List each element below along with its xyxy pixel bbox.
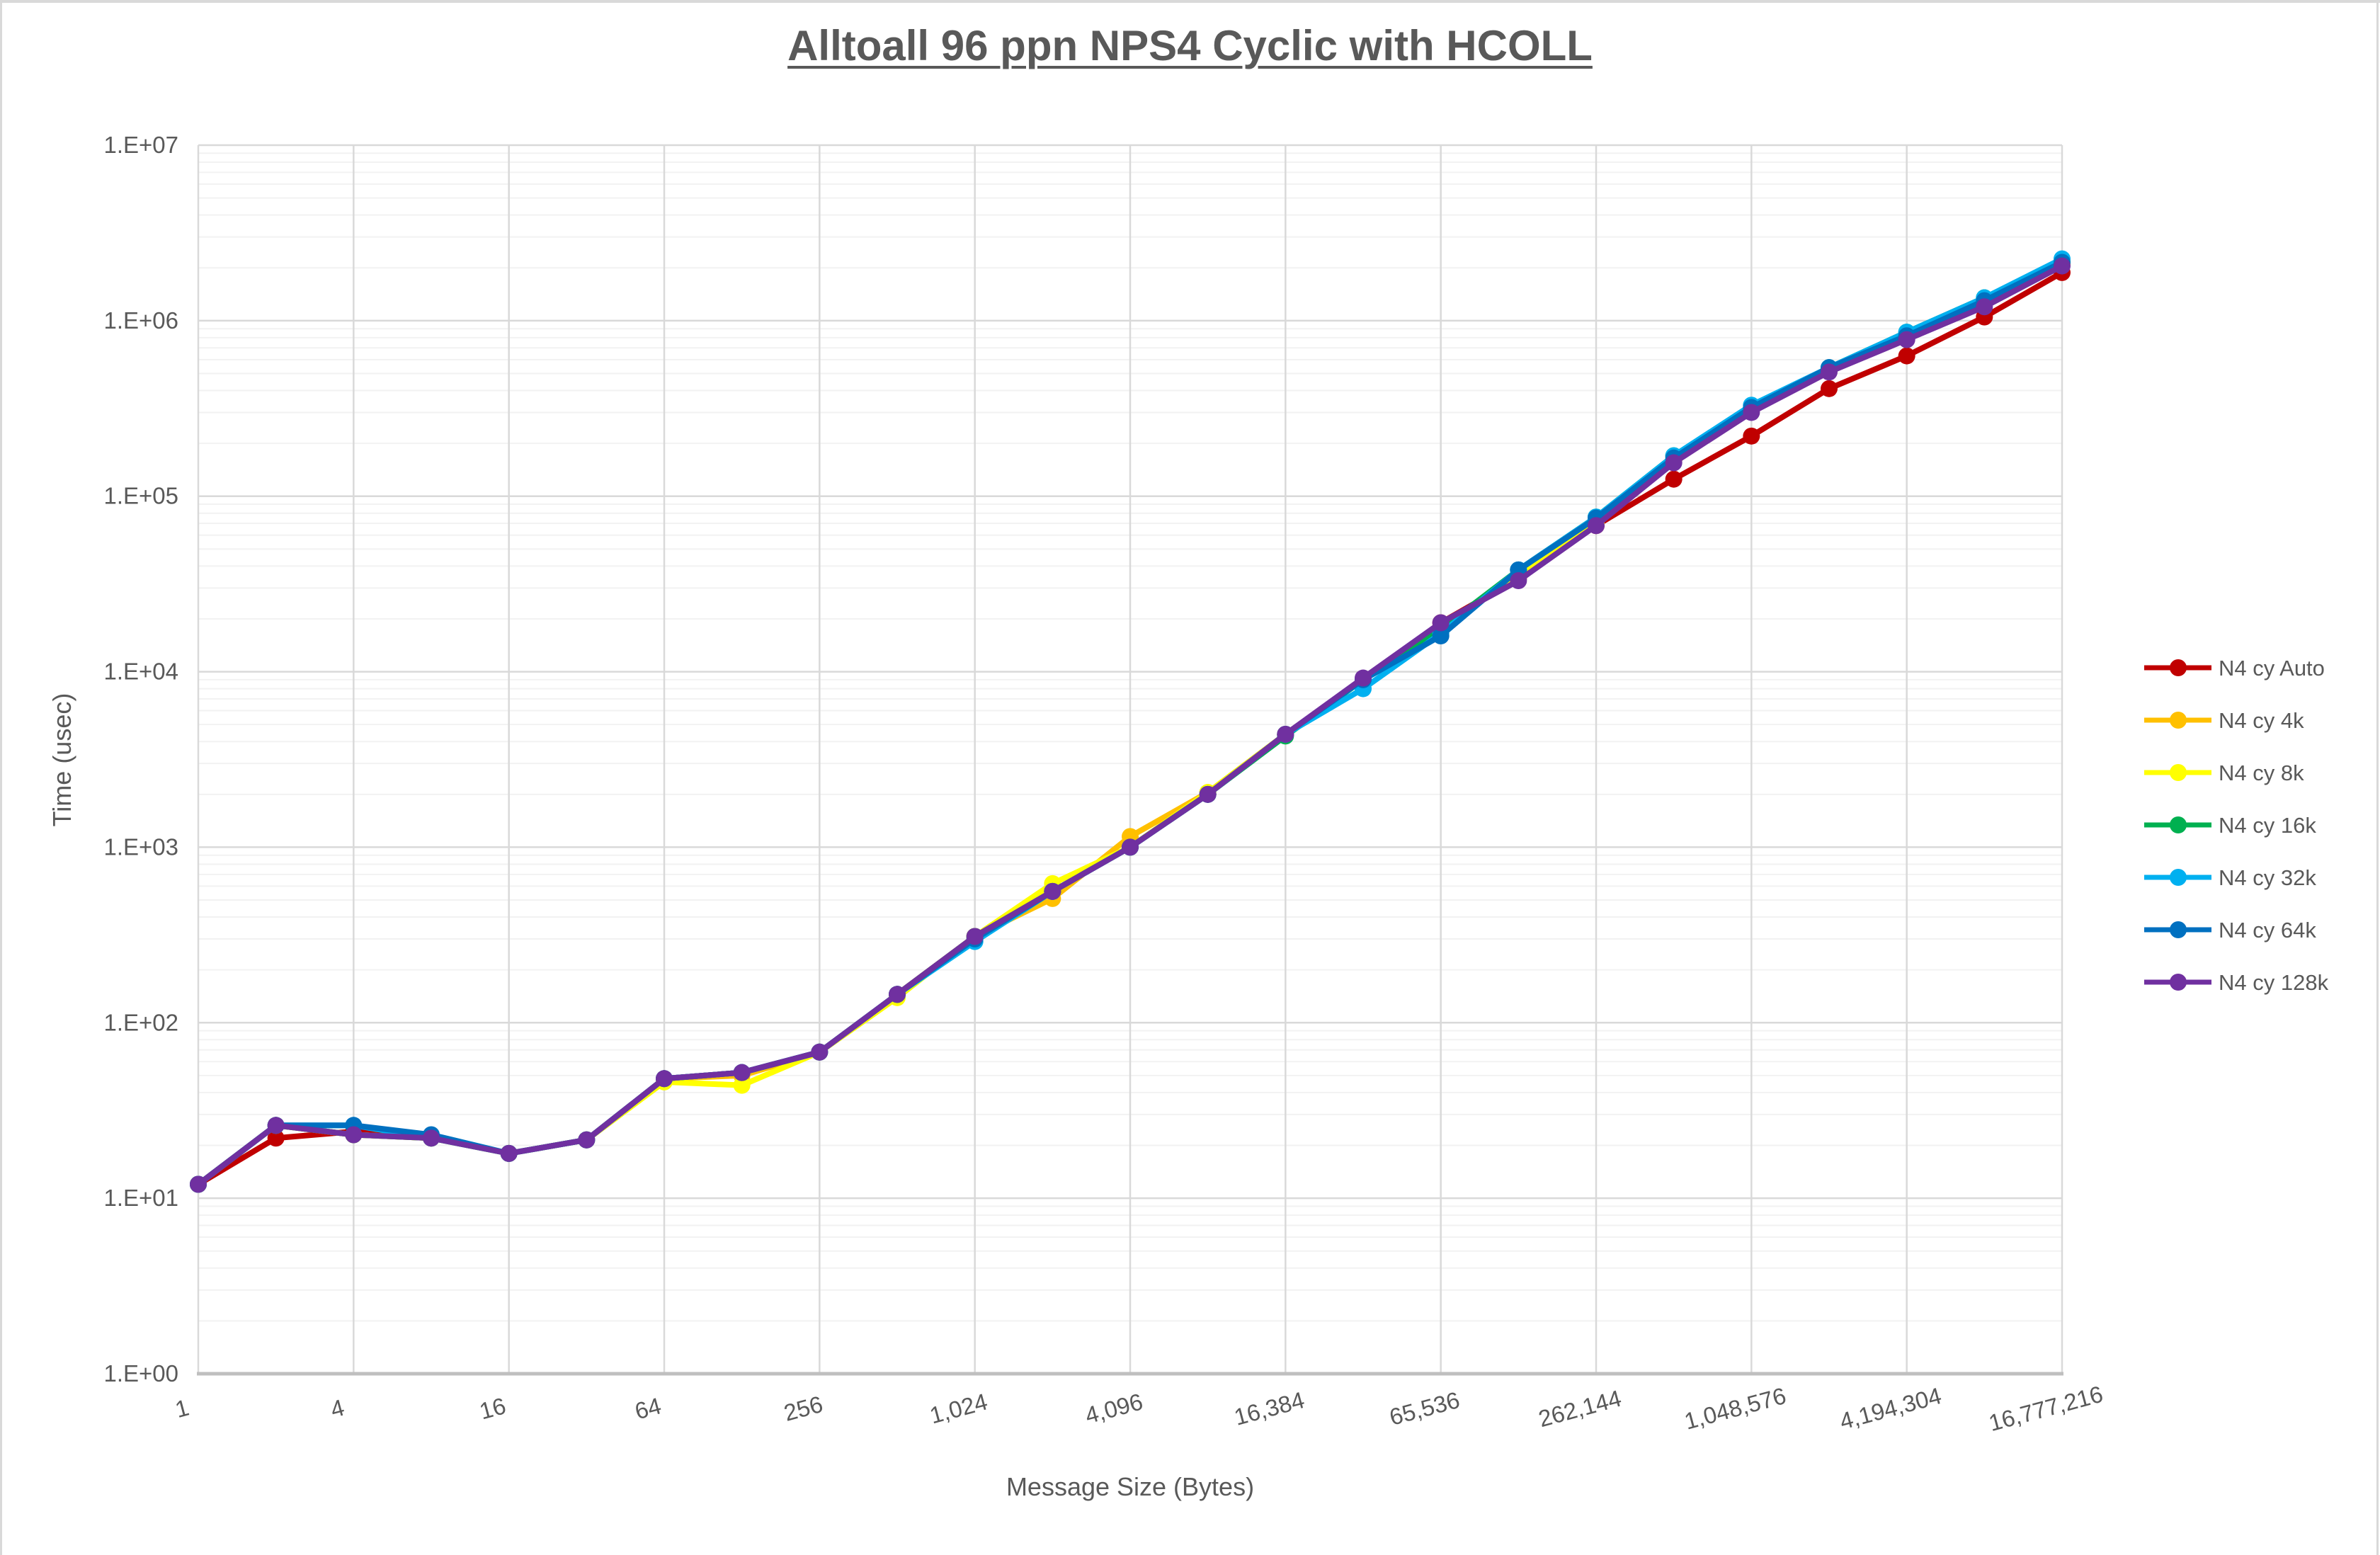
series-marker-n4-cy-128k (656, 1070, 673, 1088)
x-tick-label: 256 (781, 1391, 826, 1426)
x-tick-label: 16 (477, 1392, 508, 1424)
y-axis-title: Time (usec) (47, 693, 76, 827)
legend-marker-swatch (2170, 816, 2187, 833)
series-marker-n4-cy-128k (1432, 614, 1450, 632)
screen-left-border (0, 0, 2, 1555)
y-tick-label: 1.E+03 (103, 833, 178, 860)
x-tick-label: 16,384 (1231, 1386, 1307, 1430)
series-marker-n4-cy-128k (1665, 454, 1682, 472)
x-axis-title: Message Size (Bytes) (1006, 1472, 1254, 1501)
y-tick-label: 1.E+04 (103, 659, 178, 685)
series-marker-n4-cy-128k (267, 1117, 285, 1134)
y-tick-label: 1.E+07 (103, 132, 178, 158)
legend-marker-swatch (2170, 974, 2187, 991)
x-tick-label: 65,536 (1387, 1386, 1462, 1430)
x-tick-label: 1,024 (927, 1388, 990, 1428)
series-marker-n4-cy-128k (1898, 331, 1915, 348)
series-marker-n4-cy-128k (1277, 725, 1294, 743)
series-marker-n4-cy-128k (966, 928, 984, 945)
series-marker-n4-cy-128k (1976, 298, 1993, 316)
series-marker-n4-cy-128k (1199, 785, 1217, 803)
series-layer (190, 250, 2071, 1193)
series-marker-n4-cy-128k (423, 1129, 440, 1147)
legend-label: N4 cy 16k (2219, 813, 2316, 838)
series-marker-n4-cy-64k (1432, 627, 1450, 644)
screen-right-border (2376, 0, 2379, 1555)
legend-item-n4-cy-32k: N4 cy 32k (2144, 865, 2316, 890)
legend-marker-swatch (2170, 764, 2187, 781)
series-marker-n4-cy-128k (190, 1175, 207, 1193)
legend-marker-swatch (2170, 869, 2187, 886)
legend-label: N4 cy 32k (2219, 865, 2316, 890)
series-marker-n4-cy-128k (578, 1131, 596, 1149)
series-marker-n4-cy-128k (1588, 517, 1605, 535)
legend-marker-swatch (2170, 712, 2187, 729)
x-tick-label: 262,144 (1536, 1385, 1624, 1432)
series-marker-n4-cy-128k (345, 1126, 363, 1144)
legend-marker-swatch (2170, 659, 2187, 676)
legend: N4 cy Auto N4 cy 4k N4 cy 8k N4 cy 16k N4 cy… (2144, 656, 2329, 995)
legend-item-n4-cy-4k: N4 cy 4k (2144, 708, 2304, 733)
legend-item-n4-cy-128k: N4 cy 128k (2144, 970, 2329, 995)
axis-label-layer: 1.E+00 1.E+01 1.E+02 1.E+03 1.E+04 1.E+05 1.E+… (103, 132, 2105, 1436)
chart-title: Alltoall 96 ppn NPS4 Cyclic with HCOLL (0, 21, 2380, 70)
x-tick-label: 4,194,304 (1837, 1382, 1944, 1435)
series-marker-n4-cy-128k (1821, 363, 1838, 381)
x-tick-label: 1,048,576 (1682, 1382, 1789, 1435)
series-marker-n4-cy-auto (1898, 347, 1915, 365)
x-tick-label: 16,777,216 (1986, 1381, 2105, 1436)
x-tick-label: 4 (328, 1394, 347, 1423)
chart-title-text: Alltoall 96 ppn NPS4 Cyclic with HCOLL (787, 22, 1593, 69)
series-marker-n4-cy-128k (1044, 882, 1061, 900)
series-marker-n4-cy-128k (1743, 404, 1760, 421)
screen-top-border (0, 0, 2380, 3)
series-marker-n4-cy-128k (811, 1043, 829, 1061)
x-tick-label: 4,096 (1082, 1388, 1145, 1428)
legend-item-n4-cy-64k: N4 cy 64k (2144, 918, 2316, 942)
series-marker-n4-cy-auto (267, 1129, 285, 1147)
legend-label: N4 cy Auto (2219, 656, 2325, 680)
y-tick-label: 1.E+05 (103, 483, 178, 509)
grid-layer (197, 144, 2063, 1376)
legend-label: N4 cy 8k (2219, 761, 2304, 785)
x-tick-label: 1 (172, 1394, 191, 1423)
legend-item-n4-cy-auto: N4 cy Auto (2144, 656, 2325, 680)
series-marker-n4-cy-auto (1665, 470, 1682, 488)
legend-label: N4 cy 64k (2219, 918, 2316, 942)
series-marker-n4-cy-128k (733, 1064, 751, 1081)
series-marker-n4-cy-128k (889, 986, 906, 1003)
legend-item-n4-cy-8k: N4 cy 8k (2144, 761, 2304, 785)
series-marker-n4-cy-auto (1743, 427, 1760, 445)
series-marker-n4-cy-128k (1355, 669, 1372, 687)
x-tick-label: 64 (632, 1392, 664, 1424)
series-marker-n4-cy-128k (500, 1144, 518, 1162)
legend-label: N4 cy 4k (2219, 708, 2304, 733)
legend-label: N4 cy 128k (2219, 970, 2329, 995)
series-marker-n4-cy-128k (1510, 572, 1527, 590)
legend-item-n4-cy-16k: N4 cy 16k (2144, 813, 2316, 838)
y-tick-label: 1.E+06 (103, 307, 178, 334)
series-marker-n4-cy-8k (733, 1076, 751, 1094)
y-tick-label: 1.E+02 (103, 1009, 178, 1035)
series-n4-cy-128k (190, 257, 2071, 1193)
series-marker-n4-cy-128k (1122, 838, 1139, 856)
series-marker-n4-cy-128k (2054, 257, 2071, 275)
y-tick-label: 1.E+00 (103, 1360, 178, 1386)
legend-marker-swatch (2170, 921, 2187, 938)
y-tick-label: 1.E+01 (103, 1185, 178, 1211)
series-marker-n4-cy-auto (1821, 380, 1838, 397)
